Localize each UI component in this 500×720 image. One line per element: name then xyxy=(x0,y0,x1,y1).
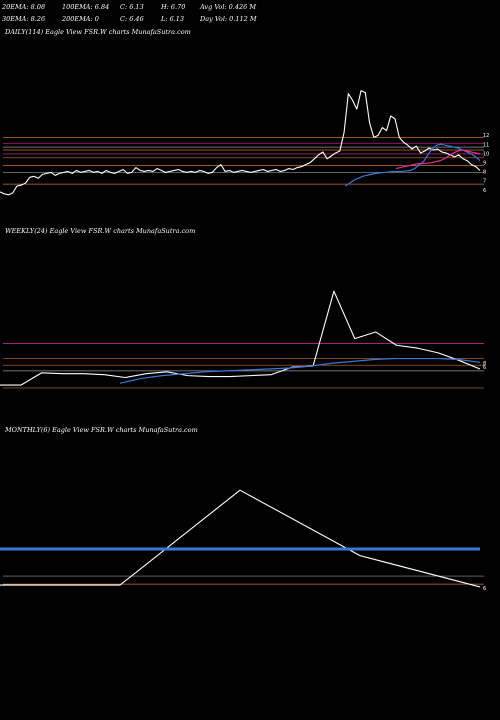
monthly-panel-label: MONTHLY(6) Eagle View FSR.W charts Munaf… xyxy=(5,426,198,434)
stat-200ema: 200EMA: 0 xyxy=(62,15,99,23)
tick-label-4: 8 xyxy=(483,170,486,176)
stat-close-2: C: 6.46 xyxy=(120,15,144,23)
stats-header: 20EMA: 8.08 100EMA: 6.84 C: 6.13 H: 6.70… xyxy=(0,0,500,30)
stat-avg-vol: Avg Vol: 0.426 M xyxy=(200,3,257,11)
tick-label-0: 6 xyxy=(483,586,486,592)
tick-label-1: 6 xyxy=(483,365,486,371)
weekly-panel-label: WEEKLY(24) Eagle View FSR.W charts Munaf… xyxy=(5,227,196,235)
daily-chart: 12 11 10 9 8 7 6 xyxy=(0,90,489,196)
stat-high: H: 6.70 xyxy=(161,3,186,11)
stat-100ema: 100EMA: 6.84 xyxy=(62,3,110,11)
ema-line-1 xyxy=(119,357,481,384)
ema-line-2 xyxy=(395,149,481,170)
price-line-0 xyxy=(0,489,481,588)
weekly-chart: 86 xyxy=(0,290,486,389)
ema-line-1 xyxy=(344,143,481,187)
stat-20ema: 20EMA: 8.08 xyxy=(2,3,46,11)
tick-label-3: 9 xyxy=(483,160,486,166)
tick-label-2: 10 xyxy=(483,151,489,157)
tick-label-1: 11 xyxy=(483,142,489,148)
tick-label-0: 12 xyxy=(483,133,489,139)
stat-low: L: 6.13 xyxy=(161,15,185,23)
stat-30ema: 30EMA: 8.26 xyxy=(2,15,46,23)
stat-close: C: 6.13 xyxy=(120,3,144,11)
price-line-0 xyxy=(0,290,481,386)
monthly-chart: 6 xyxy=(0,489,486,592)
tick-label-0: 8 xyxy=(483,361,486,367)
tick-label-6: 6 xyxy=(483,188,486,194)
tick-label-5: 7 xyxy=(483,179,486,185)
stat-day-vol: Day Vol: 0.112 M xyxy=(200,15,257,23)
daily-panel-label: DAILY(114) Eagle View FSR.W charts Munaf… xyxy=(5,28,191,36)
price-line-0 xyxy=(0,90,481,196)
